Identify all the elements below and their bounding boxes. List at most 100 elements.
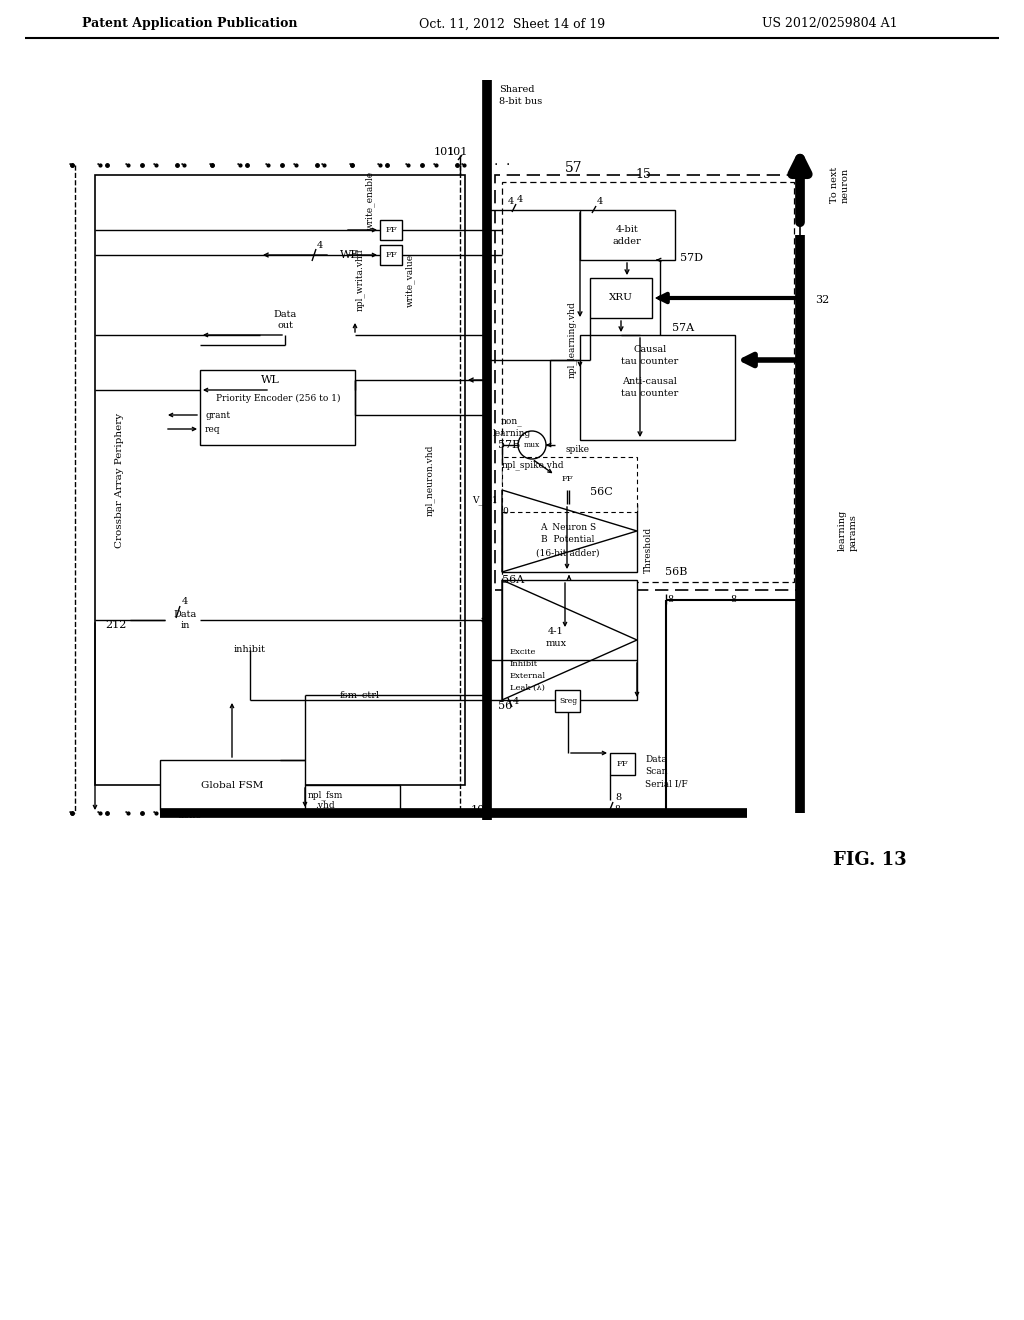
Text: 15: 15 <box>635 169 651 181</box>
Bar <box>555 469 580 490</box>
Text: Data
out: Data out <box>273 310 297 330</box>
Text: ·: · <box>124 807 128 820</box>
Text: Causal: Causal <box>634 346 667 355</box>
Bar <box>555 690 580 711</box>
Text: Oct. 11, 2012  Sheet 14 of 19: Oct. 11, 2012 Sheet 14 of 19 <box>419 17 605 30</box>
Bar <box>200 370 355 445</box>
Text: 0: 0 <box>502 507 508 516</box>
Text: 212: 212 <box>105 620 126 630</box>
Text: US 2012/0259804 A1: US 2012/0259804 A1 <box>762 17 898 30</box>
Text: FF: FF <box>561 475 572 483</box>
Text: ·: · <box>403 158 409 172</box>
Text: ·: · <box>208 807 212 820</box>
Bar <box>160 760 305 810</box>
Text: ·: · <box>432 158 436 172</box>
Text: tau counter: tau counter <box>622 358 679 367</box>
Bar <box>590 279 652 318</box>
Text: 4: 4 <box>508 198 514 206</box>
Text: ·: · <box>68 807 72 820</box>
Text: ·: · <box>403 807 409 820</box>
Text: inhibit: inhibit <box>234 645 266 655</box>
Text: Global FSM: Global FSM <box>201 780 263 789</box>
Text: ·: · <box>319 807 325 820</box>
Text: Shared: Shared <box>499 86 535 95</box>
Text: 4: 4 <box>513 697 519 706</box>
Text: 8: 8 <box>615 793 622 803</box>
Text: learning: learning <box>493 429 531 437</box>
Text: ·: · <box>180 158 184 172</box>
Text: Data
in: Data in <box>173 610 197 630</box>
Text: adder: adder <box>612 238 641 247</box>
Bar <box>502 182 794 582</box>
Text: -8-: -8- <box>612 805 624 814</box>
Text: Data: Data <box>645 755 667 764</box>
Bar <box>380 246 402 265</box>
Text: Serial I/F: Serial I/F <box>645 780 688 788</box>
Text: non_: non_ <box>501 417 523 426</box>
Text: Patent Application Publication: Patent Application Publication <box>82 17 298 30</box>
Text: ·: · <box>460 158 464 172</box>
Bar <box>580 210 675 260</box>
Text: 32: 32 <box>815 294 829 305</box>
Text: grant: grant <box>205 411 230 420</box>
Text: ·: · <box>236 158 241 172</box>
Text: 57B: 57B <box>498 440 520 450</box>
Text: Priority Encoder (256 to 1): Priority Encoder (256 to 1) <box>216 393 340 403</box>
Bar <box>502 579 637 700</box>
Text: ·: · <box>348 807 352 820</box>
Bar <box>610 752 635 775</box>
Text: 57: 57 <box>565 161 583 176</box>
Text: ·: · <box>236 807 241 820</box>
Text: fsm_ctrl: fsm_ctrl <box>340 690 380 700</box>
Text: To next
neuron: To next neuron <box>830 166 849 203</box>
Text: ·: · <box>96 158 100 172</box>
Text: External: External <box>510 672 546 680</box>
Bar <box>502 504 637 572</box>
Text: ·: · <box>460 807 464 820</box>
Text: npl_neuron.vhd: npl_neuron.vhd <box>425 445 435 516</box>
Text: ·: · <box>494 807 499 820</box>
Text: write_value: write_value <box>406 253 415 306</box>
Text: 57A: 57A <box>672 323 694 333</box>
Bar <box>580 335 735 440</box>
Text: 102: 102 <box>471 805 493 814</box>
Text: B  Potential: B Potential <box>542 536 595 544</box>
Text: ·: · <box>68 158 72 172</box>
Text: npl_spike.vhd: npl_spike.vhd <box>502 461 564 470</box>
Text: ·: · <box>180 807 184 820</box>
Text: ·: · <box>319 158 325 172</box>
Text: Leak (λ): Leak (λ) <box>510 684 545 692</box>
Text: 4: 4 <box>597 198 603 206</box>
Text: ·: · <box>348 158 352 172</box>
Text: Sreg: Sreg <box>559 697 578 705</box>
Text: ·: · <box>264 158 268 172</box>
Text: spike: spike <box>565 446 589 454</box>
Text: Excite: Excite <box>510 648 537 656</box>
Text: ·: · <box>376 158 380 172</box>
Text: 101: 101 <box>433 147 455 157</box>
Text: npl_fsm
.vhd: npl_fsm .vhd <box>307 789 343 810</box>
Text: mux: mux <box>546 639 566 648</box>
Text: ·: · <box>432 807 436 820</box>
Text: 8: 8 <box>667 595 673 605</box>
Text: FF: FF <box>385 251 397 259</box>
Text: done: done <box>178 810 202 820</box>
Bar <box>380 220 402 240</box>
Text: 56C: 56C <box>590 487 612 498</box>
Text: V_n-1: V_n-1 <box>472 495 498 504</box>
Text: FIG. 13: FIG. 13 <box>834 851 907 869</box>
Text: ·: · <box>506 158 510 172</box>
Text: ·: · <box>376 807 380 820</box>
Text: ·: · <box>292 158 296 172</box>
Text: 4: 4 <box>182 598 188 606</box>
Text: 56B: 56B <box>665 568 687 577</box>
Text: 56: 56 <box>498 701 512 711</box>
Text: 8: 8 <box>730 595 736 605</box>
Text: FF: FF <box>616 760 628 768</box>
Text: req: req <box>205 425 220 433</box>
Bar <box>495 176 800 590</box>
Text: npl_writa.vhd: npl_writa.vhd <box>355 248 365 312</box>
Text: 4-1: 4-1 <box>548 627 564 636</box>
Text: 57D: 57D <box>680 253 703 263</box>
Text: npl_learning.vhd: npl_learning.vhd <box>567 302 577 379</box>
